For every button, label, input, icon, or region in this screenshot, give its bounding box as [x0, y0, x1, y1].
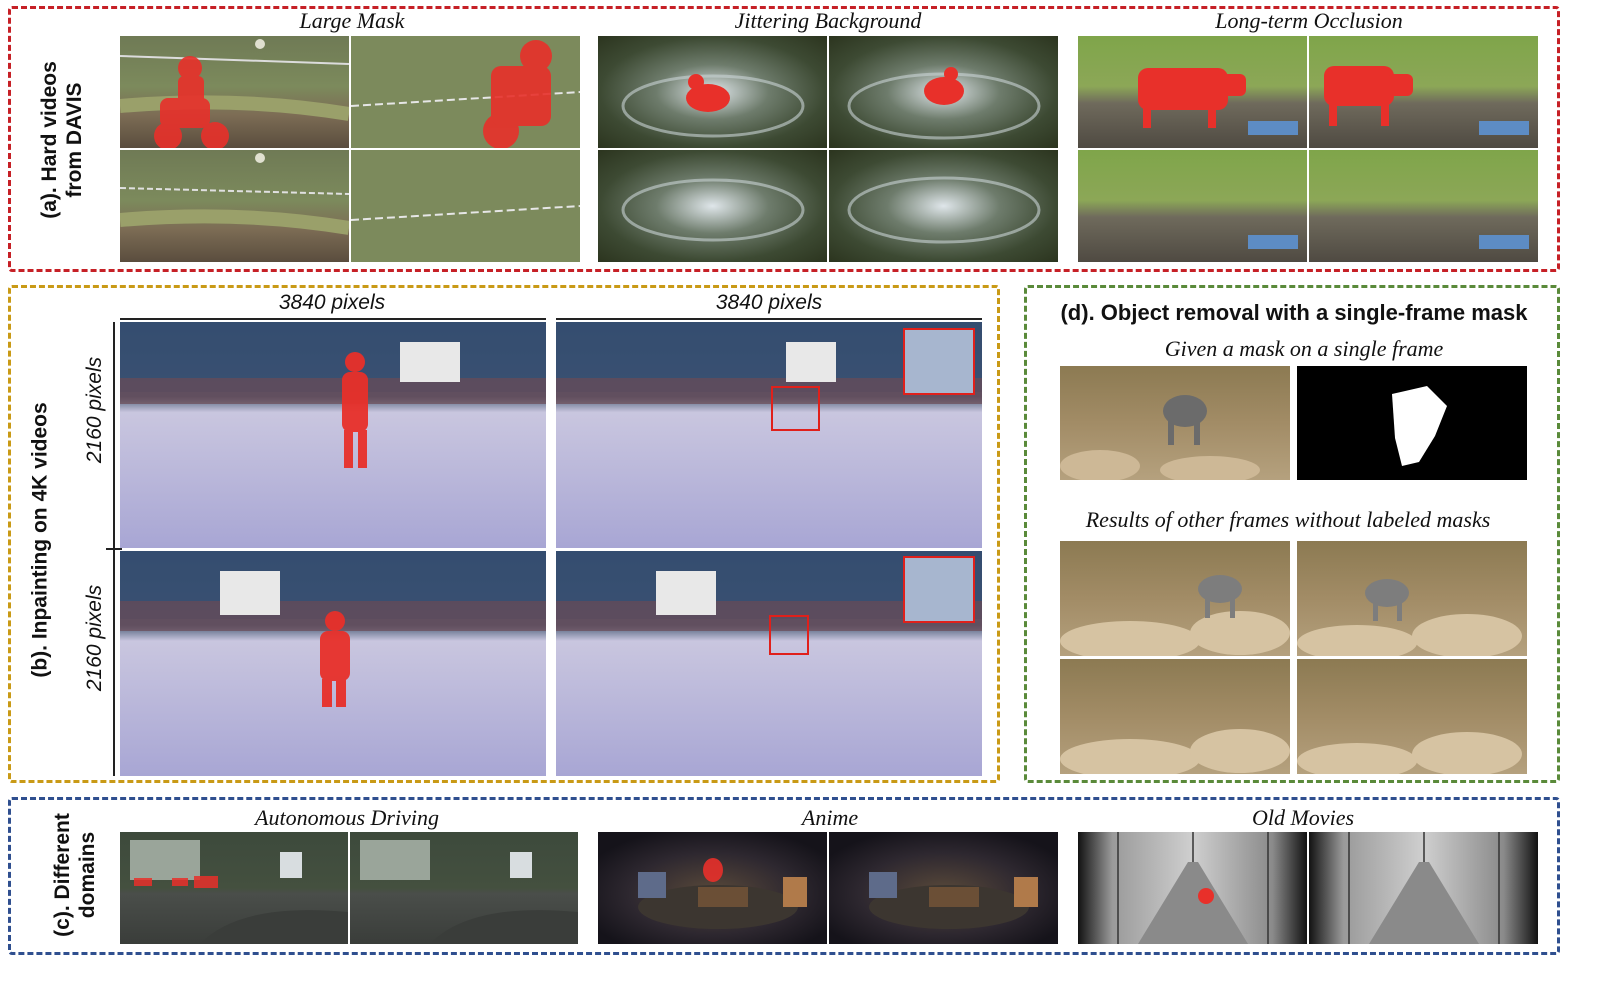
panel-d-title: (d). Object removal with a single-frame … [1060, 300, 1528, 325]
zoom-region-box-2 [769, 615, 809, 655]
caption-autonomous-driving: Autonomous Driving [255, 805, 439, 830]
width-dimension-line-right [556, 318, 982, 320]
old-movie-frame-masked [1078, 832, 1307, 944]
duck-frame-1-result [598, 150, 827, 262]
cow-frame-1-masked [1078, 36, 1307, 148]
panel-b-label: (b). Inpainting on 4K videos [28, 402, 52, 678]
skater-frame-2-masked [120, 551, 546, 776]
anime-frame-result [829, 832, 1058, 944]
skater-frame-1-masked [120, 322, 546, 548]
goat-result-1 [1060, 541, 1290, 656]
zoom-inset-box-2 [903, 556, 975, 623]
motocross-frame-1-result [120, 150, 349, 262]
goat-result-4 [1297, 659, 1527, 774]
motocross-frame-2-masked [351, 36, 580, 148]
goat-result-3 [1060, 659, 1290, 774]
zoom-region-box [771, 386, 820, 431]
goat-mask [1297, 366, 1527, 480]
caption-jittering-background: Jittering Background [734, 8, 922, 33]
motocross-frame-2-result [351, 150, 580, 262]
width-dimension-line-left [120, 318, 546, 320]
height-label-bottom: 2160 pixels [83, 584, 106, 692]
motocross-frame-1-masked [120, 36, 349, 148]
panel-a-hard-videos [8, 6, 1560, 272]
duck-frame-2-result [829, 150, 1058, 262]
cow-frame-1-result [1078, 150, 1307, 262]
old-movie-frame-result [1309, 832, 1538, 944]
cow-frame-2-masked [1309, 36, 1538, 148]
caption-old-movies: Old Movies [1251, 805, 1355, 830]
height-dimension-tick [106, 548, 122, 550]
caption-long-term-occlusion: Long-term Occlusion [1215, 8, 1403, 33]
driving-frame-masked [120, 832, 348, 944]
anime-frame-masked [598, 832, 827, 944]
panel-c-different-domains [8, 797, 1560, 955]
caption-results-other-frames: Results of other frames without labeled … [1085, 507, 1491, 532]
goat-result-2 [1297, 541, 1527, 656]
duck-frame-2-masked [829, 36, 1058, 148]
duck-frame-1-masked [598, 36, 827, 148]
driving-frame-result [350, 832, 578, 944]
width-label-left: 3840 pixels [278, 291, 386, 314]
panel-a-label: (a). Hard videos from DAVIS [37, 61, 86, 219]
panel-d-single-frame-mask [1024, 285, 1560, 783]
panel-c-label: (c). Different domains [50, 813, 99, 937]
goat-input-frame [1060, 366, 1290, 480]
cow-frame-2-result [1309, 150, 1538, 262]
zoom-inset-box [903, 328, 975, 395]
height-label-top: 2160 pixels [83, 356, 106, 464]
width-label-right: 3840 pixels [715, 291, 823, 314]
skater-frame-1-result [556, 322, 982, 548]
caption-anime: Anime [801, 805, 859, 830]
caption-given-mask: Given a mask on a single frame [1164, 336, 1444, 361]
panel-b-4k-inpainting [8, 285, 1000, 783]
caption-large-mask: Large Mask [299, 8, 405, 33]
